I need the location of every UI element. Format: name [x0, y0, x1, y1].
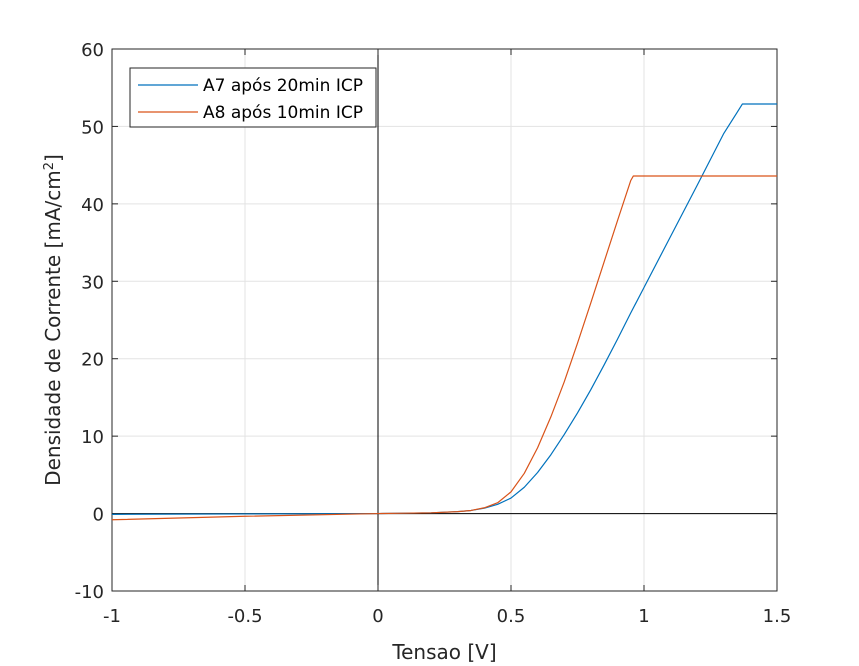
series-line-0 [111, 103, 777, 515]
legend-label-a8: A8 após 10min ICP [203, 103, 363, 123]
y-tick-label: 0 [93, 505, 104, 526]
x-tick-label: -1 [103, 606, 121, 627]
axes-layer [112, 49, 777, 591]
series-line-1 [111, 175, 777, 521]
x-tick-label: 0.5 [497, 606, 526, 627]
y-tick-label: 10 [81, 427, 104, 448]
y-tick-label: -10 [75, 582, 104, 603]
plot-frame [111, 48, 778, 592]
y-axis-label: Densidade de Corrente [mA/cm2] [41, 154, 65, 486]
y-tick-label: 50 [81, 117, 104, 138]
y-tick-label: 20 [81, 350, 104, 371]
x-tick-label: 1.5 [763, 606, 792, 627]
y-tick-label: 30 [81, 272, 104, 293]
x-tick-label: -0.5 [227, 606, 262, 627]
x-tick-label: 1 [638, 606, 649, 627]
grid-layer [111, 48, 778, 592]
y-axis-label-main: Densidade de Corrente [mA/cm [41, 170, 65, 486]
x-axis-label: Tensao [V] [391, 640, 496, 664]
y-axis-label-tail: ] [41, 154, 65, 162]
legend-label-a7: A7 após 20min ICP [203, 76, 363, 96]
ticks-layer: -1 -0.5 0 0.5 1 1.5 -10 0 10 20 30 40 50 60 [75, 40, 792, 627]
y-tick-label: 60 [81, 40, 104, 61]
x-tick-label: 0 [372, 606, 383, 627]
y-axis-label-superscript: 2 [42, 162, 57, 170]
series-layer [111, 103, 777, 521]
legend-box [129, 67, 377, 128]
y-tick-label: 40 [81, 195, 104, 216]
legend: A7 após 20min ICP A8 após 10min ICP [129, 67, 377, 128]
